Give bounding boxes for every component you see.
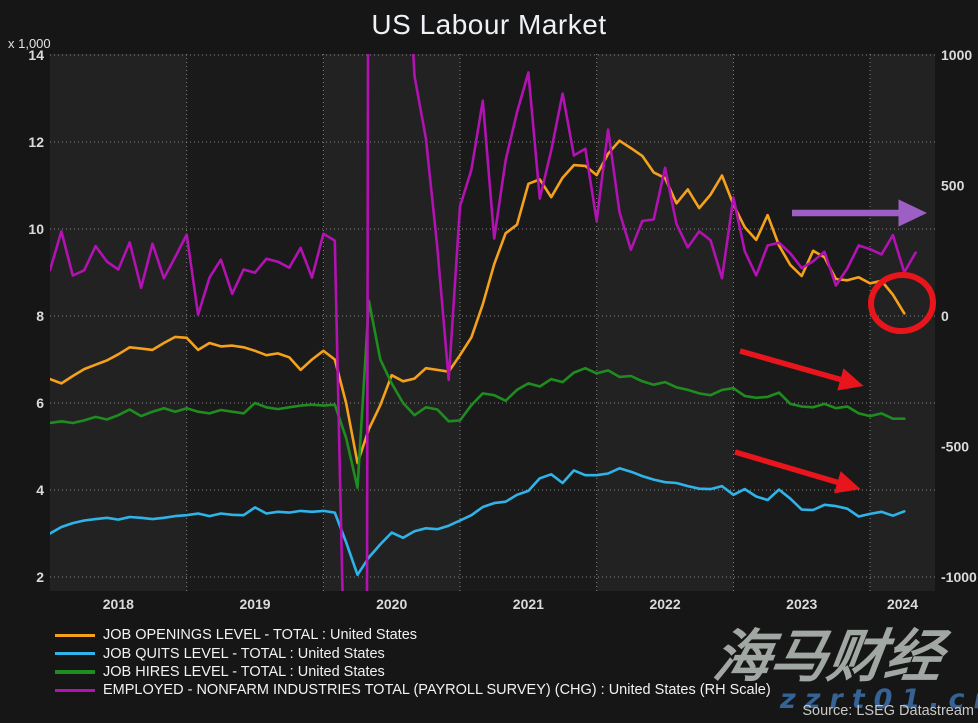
legend-swatch-job-hires <box>55 670 95 674</box>
x-axis-year-label: 2023 <box>786 596 817 612</box>
legend: JOB OPENINGS LEVEL - TOTAL : United Stat… <box>55 626 771 700</box>
red-arrow-annotation-hires <box>739 348 864 391</box>
left-axis-tick: 14 <box>28 47 44 63</box>
legend-swatch-job-openings <box>55 633 95 637</box>
left-axis-tick: 10 <box>28 221 44 237</box>
year-band-2020 <box>323 54 461 591</box>
legend-item-employed-change: EMPLOYED - NONFARM INDUSTRIES TOTAL (PAY… <box>55 681 771 699</box>
legend-swatch-employed-change <box>55 688 95 693</box>
x-axis-year-label: 2019 <box>239 596 270 612</box>
year-band-2023 <box>733 54 871 591</box>
legend-item-job-openings: JOB OPENINGS LEVEL - TOTAL : United Stat… <box>55 626 771 644</box>
left-axis-unit-label: x 1,000 <box>8 36 51 51</box>
left-axis-tick: 6 <box>36 395 44 411</box>
job-quits-line <box>50 466 906 577</box>
chart-title: US Labour Market <box>371 9 607 40</box>
year-band-2019 <box>186 54 324 591</box>
year-band-2022 <box>596 54 734 591</box>
job-hires-line <box>50 299 906 490</box>
x-axis-year-label: 2021 <box>513 596 544 612</box>
year-band-2018 <box>50 54 187 591</box>
right-axis-tick: 500 <box>941 178 965 194</box>
left-axis-tick: 2 <box>36 569 44 585</box>
x-axis-year-label: 2020 <box>376 596 407 612</box>
x-axis-year-label: 2022 <box>649 596 680 612</box>
x-axis-year-label: 2018 <box>103 596 134 612</box>
legend-label: EMPLOYED - NONFARM INDUSTRIES TOTAL (PAY… <box>103 682 771 699</box>
right-axis-tick: 0 <box>941 308 949 324</box>
legend-label: JOB OPENINGS LEVEL - TOTAL : United Stat… <box>103 627 418 644</box>
left-axis-tick: 4 <box>36 482 44 498</box>
legend-swatch-job-quits <box>55 651 95 656</box>
watermark-url: zzrt01.cn <box>780 684 978 715</box>
legend-label: JOB HIRES LEVEL - TOTAL : United States <box>103 663 385 680</box>
legend-item-job-quits: JOB QUITS LEVEL - TOTAL : United States <box>55 644 771 662</box>
right-axis-tick: 1000 <box>941 47 972 63</box>
right-axis-tick: -1000 <box>941 569 977 585</box>
job-openings-line <box>50 139 906 465</box>
employed-change-line <box>50 54 917 591</box>
x-axis-year-label: 2024 <box>887 596 918 612</box>
red-arrow-annotation-quits <box>734 449 861 494</box>
legend-label: JOB QUITS LEVEL - TOTAL : United States <box>103 645 385 662</box>
source-label: Source: LSEG Datastream <box>802 703 974 719</box>
year-band-2021 <box>460 54 597 591</box>
right-axis-tick: -500 <box>941 439 969 455</box>
legend-item-job-hires: JOB HIRES LEVEL - TOTAL : United States <box>55 663 771 681</box>
red-circle-annotation <box>868 271 936 335</box>
left-axis-tick: 12 <box>28 134 44 150</box>
left-axis-tick: 8 <box>36 308 44 324</box>
